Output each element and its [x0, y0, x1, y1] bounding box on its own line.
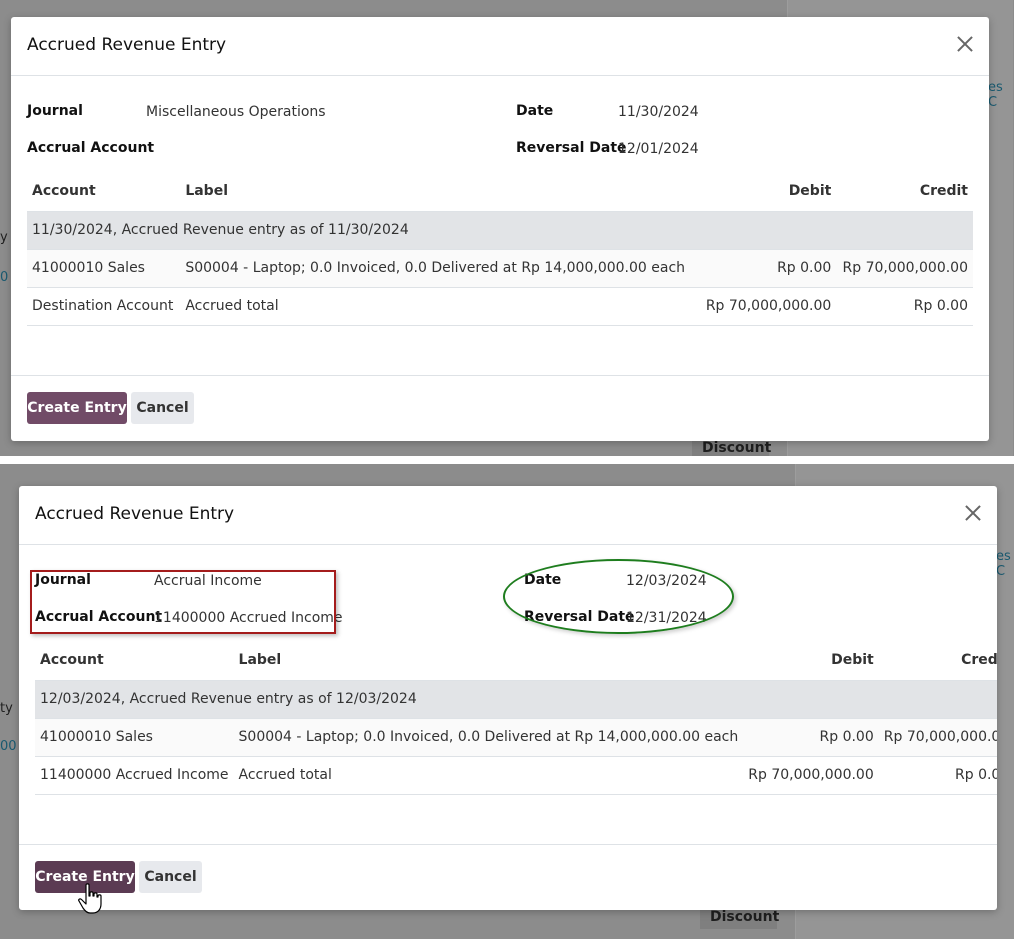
column-header-account: Account — [27, 172, 181, 212]
table-row[interactable]: 41000010 Sales S00004 - Laptop; 0.0 Invo… — [27, 249, 973, 288]
table-section-row: 12/03/2024, Accrued Revenue entry as of … — [35, 680, 997, 719]
dialog-footer: Create Entry Cancel — [19, 844, 997, 910]
journal-lines-table: Account Label Debit Credit 11/30/2024, A… — [27, 172, 973, 326]
create-entry-button[interactable]: Create Entry — [35, 861, 135, 893]
row-credit: Rp 0.00 — [836, 287, 973, 326]
row-account: Destination Account — [27, 287, 181, 326]
row-debit: Rp 0.00 — [743, 718, 879, 757]
journal-label: Journal — [35, 572, 91, 588]
row-credit: Rp 70,000,000.00 — [878, 718, 997, 757]
hand-cursor-icon — [78, 883, 102, 914]
table-row[interactable]: Destination Account Accrued total Rp 70,… — [27, 287, 973, 326]
row-credit: Rp 0.00 — [878, 756, 997, 795]
row-account: 41000010 Sales — [35, 718, 234, 757]
background-text-fragment: es C — [988, 80, 1003, 110]
table-header-row: Account Label Debit Credit — [35, 641, 997, 681]
row-credit: Rp 70,000,000.00 — [836, 249, 973, 288]
date-label: Date — [516, 103, 554, 119]
column-header-debit: Debit — [743, 641, 879, 681]
row-account: 11400000 Accrued Income — [35, 756, 234, 795]
column-header-credit: Credit — [836, 172, 973, 212]
close-icon[interactable] — [963, 503, 983, 523]
background-text-fragment: y — [0, 230, 8, 245]
table-section-row: 11/30/2024, Accrued Revenue entry as of … — [27, 211, 973, 250]
cancel-button[interactable]: Cancel — [139, 861, 202, 893]
table-row[interactable]: 11400000 Accrued Income Accrued total Rp… — [35, 756, 997, 795]
row-debit: Rp 70,000,000.00 — [690, 287, 837, 326]
row-label: Accrued total — [233, 756, 744, 795]
accrued-revenue-dialog: Accrued Revenue Entry Journal Miscellane… — [11, 17, 989, 441]
screenshot-bottom: es C ty 00 Discount Accrued Revenue Entr… — [0, 464, 1014, 939]
row-label: Accrued total — [180, 287, 691, 326]
screenshot-top: es C y 0 Discount Accrued Revenue Entry … — [0, 0, 1014, 456]
dialog-footer: Create Entry Cancel — [11, 375, 989, 441]
background-text-fragment: ty — [0, 701, 13, 716]
background-text-fragment: 0 — [0, 270, 9, 285]
table-header-row: Account Label Debit Credit — [27, 172, 973, 212]
accrual-account-label: Accrual Account — [27, 140, 155, 156]
background-text-fragment: es C — [996, 549, 1011, 579]
table-row[interactable]: 41000010 Sales S00004 - Laptop; 0.0 Invo… — [35, 718, 997, 757]
dialog-header: Accrued Revenue Entry — [11, 17, 989, 76]
background-discount-label: Discount — [692, 437, 771, 456]
accrual-account-label: Accrual Account — [35, 609, 163, 625]
highlight-ellipse-dates — [503, 559, 734, 634]
background-text-fragment: 00 — [0, 739, 17, 754]
reversal-date-input[interactable]: 12/01/2024 — [618, 141, 699, 157]
row-account: 41000010 Sales — [27, 249, 181, 288]
journal-select[interactable]: Miscellaneous Operations — [146, 104, 326, 120]
date-input[interactable]: 11/30/2024 — [618, 104, 699, 120]
accrual-account-select[interactable]: 11400000 Accrued Income — [154, 610, 343, 626]
dialog-title: Accrued Revenue Entry — [35, 504, 235, 524]
background-discount-label: Discount — [700, 906, 779, 929]
row-debit: Rp 70,000,000.00 — [743, 756, 879, 795]
section-label: 12/03/2024, Accrued Revenue entry as of … — [35, 680, 997, 719]
column-header-debit: Debit — [690, 172, 837, 212]
column-header-credit: Credit — [878, 641, 997, 681]
create-entry-button[interactable]: Create Entry — [27, 392, 127, 424]
dialog-header: Accrued Revenue Entry — [19, 486, 997, 545]
reversal-date-label: Reversal Date — [516, 140, 627, 156]
column-header-account: Account — [35, 641, 234, 681]
column-header-label: Label — [233, 641, 744, 681]
highlight-box-journal-account — [30, 570, 336, 634]
cancel-button[interactable]: Cancel — [131, 392, 194, 424]
row-debit: Rp 0.00 — [690, 249, 837, 288]
row-label: S00004 - Laptop; 0.0 Invoiced, 0.0 Deliv… — [233, 718, 744, 757]
close-icon[interactable] — [955, 34, 975, 54]
journal-label: Journal — [27, 103, 83, 119]
column-header-label: Label — [180, 172, 691, 212]
section-label: 11/30/2024, Accrued Revenue entry as of … — [27, 211, 973, 250]
row-label: S00004 - Laptop; 0.0 Invoiced, 0.0 Deliv… — [180, 249, 691, 288]
journal-lines-table: Account Label Debit Credit 12/03/2024, A… — [35, 641, 997, 795]
journal-select[interactable]: Accrual Income — [154, 573, 262, 589]
accrued-revenue-dialog: Accrued Revenue Entry Journal Accrual In… — [19, 486, 997, 910]
dialog-title: Accrued Revenue Entry — [27, 35, 227, 55]
